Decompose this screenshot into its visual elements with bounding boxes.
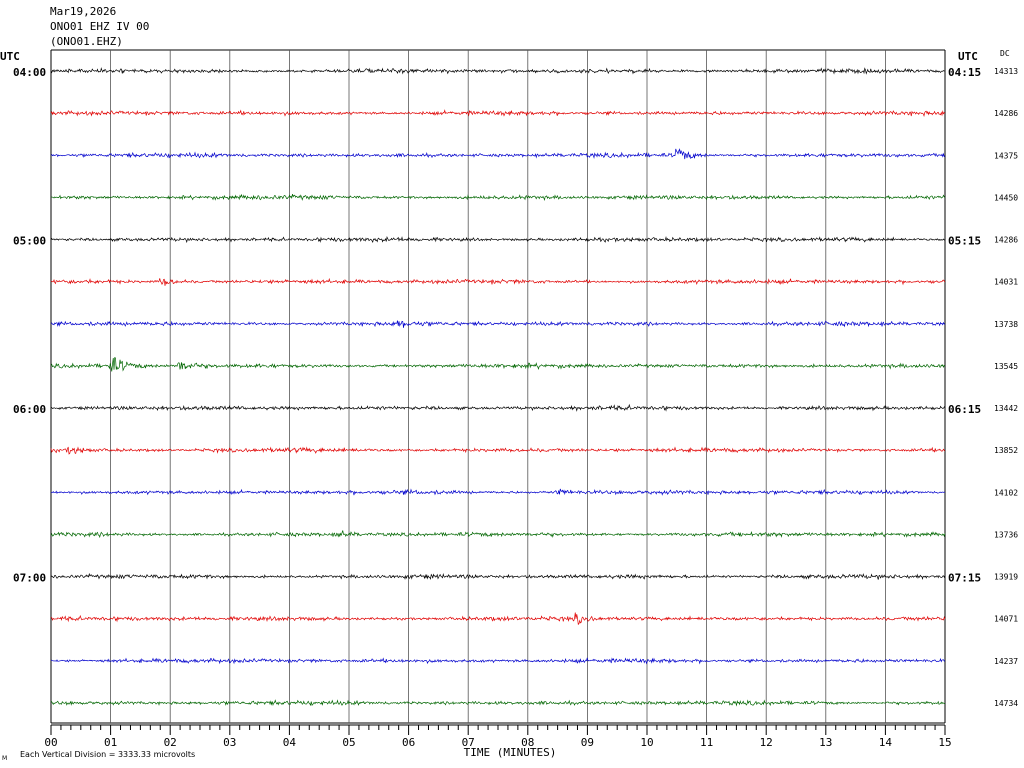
trace-row xyxy=(50,699,946,707)
dc-offset-label: 14286 xyxy=(994,109,1018,118)
x-tick-label: 02 xyxy=(164,736,177,749)
trace-row xyxy=(50,357,946,372)
trace-row xyxy=(50,612,946,626)
x-tick-label: 00 xyxy=(44,736,57,749)
trace-row xyxy=(50,446,946,455)
left-time-label: 04:00 xyxy=(13,66,46,79)
trace-row xyxy=(50,320,946,328)
x-tick-label: 03 xyxy=(223,736,236,749)
header-channel: (ONO01.EHZ) xyxy=(50,35,123,48)
dc-offset-label: 14450 xyxy=(994,193,1018,202)
header-station: ONO01 EHZ IV 00 xyxy=(50,20,150,33)
dc-offset-label: 13442 xyxy=(994,404,1018,413)
x-tick-label: 15 xyxy=(938,736,951,749)
trace-row xyxy=(50,67,946,75)
trace-row xyxy=(50,488,946,496)
x-tick-label: 04 xyxy=(283,736,297,749)
trace-row xyxy=(50,277,946,286)
trace-row xyxy=(50,193,946,202)
trace-row xyxy=(50,657,946,665)
trace-row xyxy=(50,572,946,581)
x-tick-label: 01 xyxy=(104,736,117,749)
right-time-label: 06:15 xyxy=(948,403,981,416)
trace-row xyxy=(50,403,946,412)
x-tick-label: 07 xyxy=(462,736,475,749)
left-time-label: 05:00 xyxy=(13,235,46,248)
x-tick-label: 09 xyxy=(581,736,594,749)
dc-offset-label: 14237 xyxy=(994,657,1018,666)
x-tick-label: 12 xyxy=(760,736,773,749)
right-time-label: 05:15 xyxy=(948,235,981,248)
x-tick-label: 14 xyxy=(879,736,893,749)
dc-offset-label: 13919 xyxy=(994,573,1018,582)
left-time-label: 06:00 xyxy=(13,403,46,416)
left-utc-label: UTC xyxy=(0,50,20,63)
trace-row xyxy=(50,109,946,117)
x-tick-label: 11 xyxy=(700,736,713,749)
labels: UTC UTC DC TIME (MINUTES) Each Vertical … xyxy=(0,49,1018,762)
trace-row xyxy=(50,148,946,160)
x-tick-label: 05 xyxy=(342,736,355,749)
corner-mark: M xyxy=(2,755,7,762)
dc-offset-label: 14313 xyxy=(994,67,1018,76)
dc-header-label: DC xyxy=(1000,49,1010,58)
dc-offset-label: 13852 xyxy=(994,446,1018,455)
right-time-label: 07:15 xyxy=(948,572,981,585)
x-axis-title: TIME (MINUTES) xyxy=(464,746,557,759)
dc-offset-label: 14286 xyxy=(994,236,1018,245)
scale-note: Each Vertical Division = 3333.33 microvo… xyxy=(20,750,195,759)
dc-offset-label: 14031 xyxy=(994,278,1018,287)
trace-row xyxy=(50,530,946,539)
x-tick-label: 08 xyxy=(521,736,534,749)
x-tick-label: 10 xyxy=(640,736,653,749)
trace-row xyxy=(50,235,946,244)
dc-offset-label: 14071 xyxy=(994,615,1018,624)
grid xyxy=(50,49,946,735)
x-tick-label: 13 xyxy=(819,736,832,749)
dc-offset-label: 13545 xyxy=(994,362,1018,371)
dc-offset-label: 14102 xyxy=(994,488,1018,497)
dc-offset-label: 14734 xyxy=(994,699,1018,708)
traces xyxy=(50,67,946,707)
dc-offset-label: 14375 xyxy=(994,151,1018,160)
right-utc-label: UTC xyxy=(958,50,978,63)
left-time-label: 07:00 xyxy=(13,572,46,585)
dc-offset-label: 13738 xyxy=(994,320,1018,329)
x-tick-label: 06 xyxy=(402,736,415,749)
right-time-label: 04:15 xyxy=(948,66,981,79)
header-date: Mar19,2026 xyxy=(50,5,117,18)
dc-offset-label: 13736 xyxy=(994,530,1018,539)
